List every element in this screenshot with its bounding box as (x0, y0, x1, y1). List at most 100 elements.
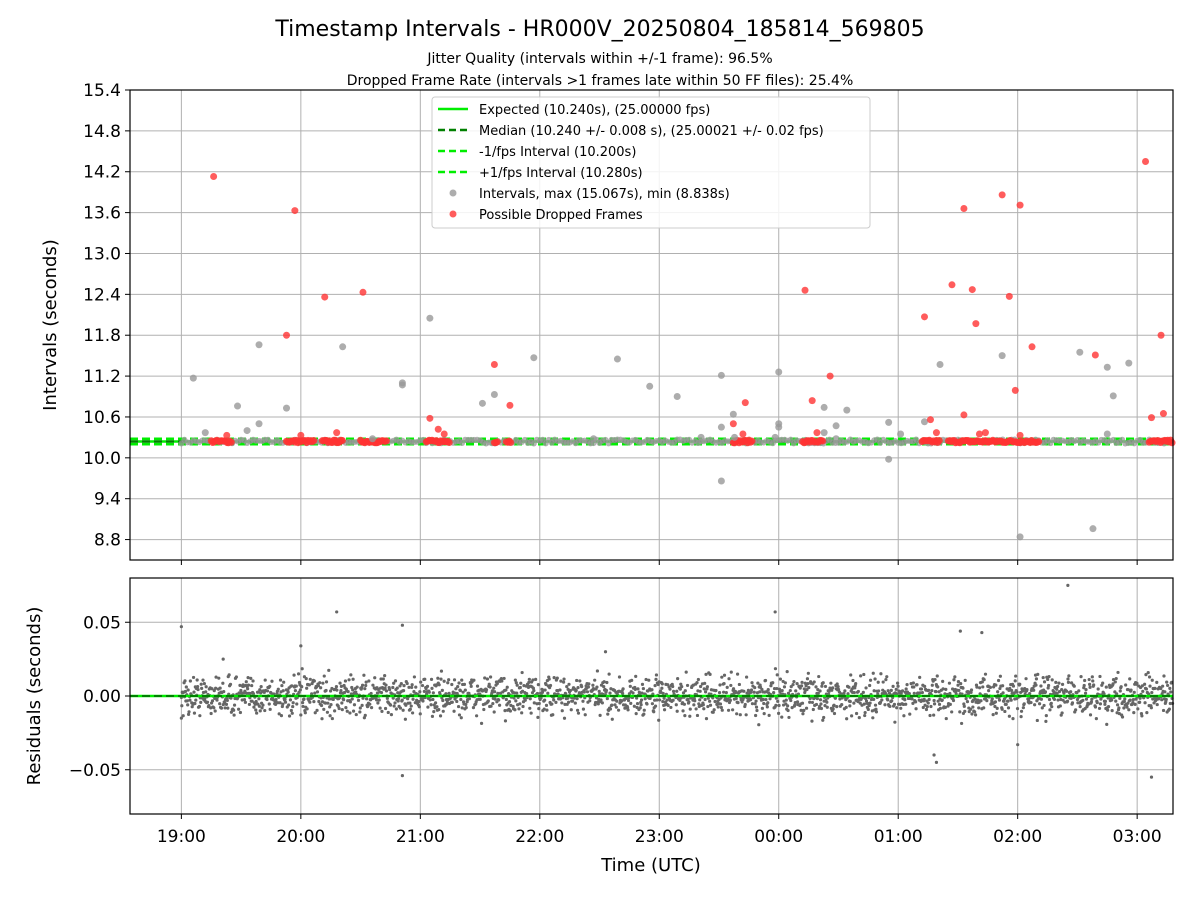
residual-point (1150, 678, 1154, 682)
residual-point (377, 698, 381, 702)
residual-point (247, 702, 252, 707)
dropped-frame-point (968, 286, 976, 294)
residual-point (331, 697, 335, 702)
residual-point (391, 685, 395, 690)
residual-point (279, 714, 284, 718)
residual-point (965, 700, 970, 704)
residual-point (668, 687, 672, 691)
dropped-frame-point (808, 397, 816, 405)
residual-point (1013, 679, 1017, 683)
residual-point (528, 697, 532, 701)
residual-point (988, 685, 993, 690)
residual-point (636, 687, 640, 691)
residual-point (660, 686, 664, 690)
residual-point (1144, 673, 1148, 677)
residual-point (414, 685, 418, 689)
residual-point (497, 698, 501, 702)
residual-point (411, 697, 415, 701)
residual-point (743, 702, 747, 707)
residual-point (329, 703, 333, 707)
residual-point (1001, 684, 1005, 688)
residual-point (880, 698, 884, 702)
residual-point (786, 704, 790, 708)
interval-point (255, 341, 263, 349)
residual-point (1037, 702, 1042, 706)
residual-point (718, 683, 722, 687)
residual-point (1143, 701, 1147, 705)
dropped-frame-point (1035, 438, 1043, 446)
residual-point (960, 721, 964, 726)
residual-point (1042, 680, 1047, 684)
residual-point (514, 699, 518, 703)
residual-point (457, 713, 462, 717)
residual-point (903, 698, 907, 702)
residual-point (969, 690, 973, 695)
residual-point (819, 706, 824, 711)
residual-point (569, 708, 573, 712)
residual-point (350, 697, 354, 701)
residual-point (725, 685, 729, 689)
residual-point (628, 684, 632, 688)
residual-point (535, 691, 540, 696)
residual-point (336, 704, 340, 708)
residual-point (753, 702, 757, 706)
residual-point (921, 705, 925, 710)
residual-point (572, 696, 577, 700)
dropped-frame-point (310, 436, 318, 444)
residual-point (761, 697, 765, 702)
residual-point (234, 675, 238, 679)
residual-point (1101, 681, 1105, 685)
residual-point (485, 677, 490, 681)
residual-point (582, 690, 586, 694)
residual-point (1039, 697, 1043, 701)
residual-point (489, 704, 493, 708)
residual-point (800, 680, 804, 684)
interval-point (717, 371, 725, 379)
residual-point (1141, 689, 1145, 693)
residual-point (934, 690, 938, 694)
residual-point (639, 703, 643, 707)
residual-point (792, 679, 796, 684)
residual-point (1128, 698, 1132, 702)
residual-point (243, 700, 247, 704)
residual-point (1034, 677, 1039, 681)
interval-point (832, 422, 840, 430)
residual-point (934, 760, 939, 764)
top-y-tick-label: 11.2 (83, 367, 121, 387)
interval-point (478, 399, 486, 407)
x-tick-label: 21:00 (396, 827, 445, 847)
dropped-frame-point (507, 438, 515, 446)
residual-point (857, 715, 861, 720)
residual-point (990, 697, 994, 701)
residual-point (385, 696, 389, 700)
residual-point (873, 703, 878, 707)
residual-point (227, 673, 231, 677)
residual-point (763, 678, 768, 683)
residual-point (699, 684, 703, 689)
residual-point (923, 684, 927, 688)
residual-point (1113, 680, 1117, 684)
residual-point (276, 701, 280, 705)
residual-point (621, 687, 625, 691)
residual-point (644, 677, 648, 682)
interval-point (590, 435, 598, 443)
residual-point (827, 689, 831, 693)
residual-point (593, 678, 597, 682)
residual-point (729, 683, 733, 688)
interval-point (255, 420, 263, 428)
residual-point (708, 672, 712, 676)
residual-point (301, 701, 305, 705)
residual-point (717, 691, 722, 695)
residual-point (840, 703, 844, 707)
residual-point (487, 682, 491, 686)
residual-point (431, 691, 435, 695)
residual-point (848, 699, 852, 704)
residual-point (578, 679, 582, 683)
dropped-frame-point (359, 288, 367, 296)
residual-point (527, 677, 531, 681)
residual-point (722, 681, 726, 686)
residual-point (507, 699, 512, 704)
residual-point (328, 714, 332, 718)
residual-point (186, 688, 190, 692)
residual-point (1010, 688, 1014, 693)
